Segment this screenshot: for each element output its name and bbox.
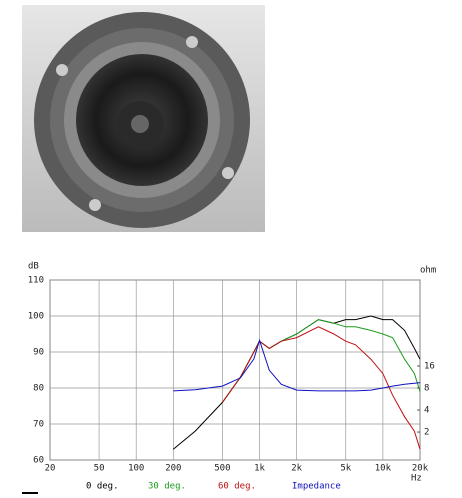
product-photo	[22, 5, 265, 232]
y-tick-label: 110	[28, 276, 44, 286]
x-axis-label: Hz	[411, 474, 422, 484]
y-axis-label: dB	[28, 262, 39, 272]
y-tick-label: 60	[33, 456, 44, 466]
x-tick-label: 10k	[375, 464, 392, 474]
x-tick-label: 1k	[254, 464, 265, 474]
y-tick-label: 90	[33, 348, 44, 358]
y2-tick-label: 16	[424, 362, 435, 372]
legend-entry: 0 deg.	[86, 482, 119, 492]
legend-entry: 60 deg.	[218, 482, 256, 492]
y2-tick-label: 2	[424, 428, 429, 438]
x-tick-label: 500	[214, 464, 230, 474]
y-tick-label: 80	[33, 384, 44, 394]
legend-entry: Impedance	[292, 482, 341, 492]
legend-entry: 30 deg.	[148, 482, 186, 492]
x-tick-label: 2k	[291, 464, 302, 474]
x-tick-label: 50	[94, 464, 105, 474]
series-line	[173, 338, 421, 392]
plot-frame	[49, 279, 421, 461]
y-tick-label: 100	[28, 312, 44, 322]
x-tick-label: 20	[45, 464, 56, 474]
y2-axis-label: ohm	[420, 266, 436, 276]
y2-tick-label: 4	[424, 406, 429, 416]
x-tick-label: 20k	[412, 464, 429, 474]
y-tick-label: 70	[33, 420, 44, 430]
x-tick-label: 200	[165, 464, 181, 474]
y2-tick-label: 8	[424, 384, 429, 394]
x-tick-label: 5k	[340, 464, 351, 474]
x-tick-label: 100	[128, 464, 144, 474]
